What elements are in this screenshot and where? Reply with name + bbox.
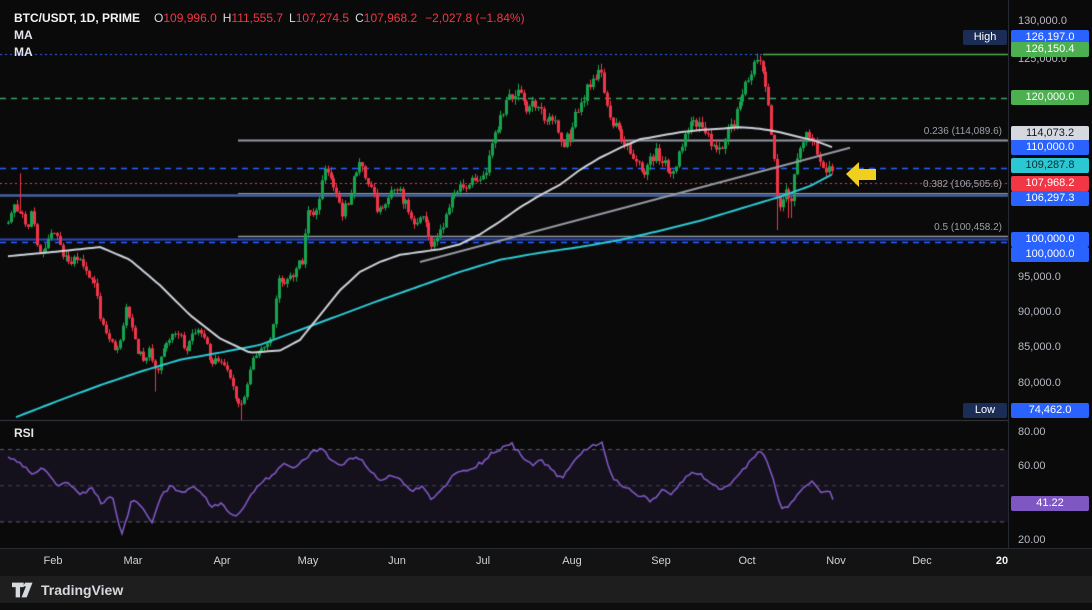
fib-level-label[interactable]: 0.5 (100,458.2) (934, 222, 1002, 233)
ohlc-field-c: C107,968.2 (355, 11, 418, 25)
ohlc-field-l: L107,274.5 (289, 11, 350, 25)
axis-tick: 85,000.0 (1018, 341, 1061, 353)
fib-level-label[interactable]: 0.236 (114,089.6) (923, 126, 1002, 137)
month-label-nov: Nov (826, 555, 846, 567)
axis-tick: 60.00 (1018, 460, 1046, 472)
price-axis[interactable]: 130,000.0 125,000.0 95,000.0 90,000.0 85,000… (1008, 0, 1092, 548)
tradingview-link[interactable]: TradingView (12, 582, 123, 598)
price-badge: 110,000.0 (1011, 139, 1089, 155)
time-axis[interactable]: Feb Mar Apr May Jun Jul Aug Sep Oct Nov Dec 20 (0, 548, 1092, 577)
axis-tick: 90,000.0 (1018, 306, 1061, 318)
axis-tick: 95,000.0 (1018, 271, 1061, 283)
price-badge: 100,000.0 (1011, 246, 1089, 262)
month-label-aug: Aug (562, 555, 582, 567)
price-badge: 126,150.4 (1011, 41, 1089, 57)
axis-tick: 130,000.0 (1018, 15, 1067, 27)
ma-indicator-label-2[interactable]: MA (14, 45, 33, 59)
left-arrow-icon (846, 162, 876, 187)
price-badge: 74,462.0 (1011, 402, 1089, 418)
high-tag: High (963, 29, 1007, 45)
price-badge: 41.22 (1011, 495, 1089, 511)
price-badge: 106,297.3 (1011, 190, 1089, 206)
price-badge: 126,197.0 (1011, 29, 1089, 45)
month-label-jun: Jun (388, 555, 406, 567)
ohlc-value-o: 109,996.0 (163, 11, 217, 25)
ohlc-values: O109,996.0 H111,555.7 L107,274.5 C107,968.2 (148, 11, 417, 25)
month-label-dec: Dec (912, 555, 932, 567)
ohlc-field-o: O109,996.0 (154, 11, 217, 25)
attribution-text: TradingView (41, 581, 124, 598)
month-label-may: May (297, 555, 319, 567)
month-label-mar: Mar (123, 555, 143, 567)
ma-indicator-label-1[interactable]: MA (14, 28, 33, 42)
axis-tick: 80.00 (1018, 426, 1046, 438)
ohlc-field-h: H111,555.7 (222, 11, 284, 25)
axis-tick: 80,000.0 (1018, 377, 1061, 389)
fib-level-label[interactable]: 0.382 (106,505.6) (923, 179, 1002, 190)
axis-tick: 20.00 (1018, 534, 1046, 546)
month-label-apr: Apr (213, 555, 231, 567)
ohlc-value-c: 107,968.2 (363, 11, 418, 25)
price-badge: 107,968.2 (1011, 175, 1089, 191)
low-tag: Low (963, 402, 1007, 418)
symbol-title[interactable]: BTC/USDT, 1D, PRIME (14, 11, 141, 25)
chart-canvas[interactable] (0, 0, 1092, 576)
month-label-sep: Sep (651, 555, 671, 567)
bottom-bar: TradingView (0, 576, 1092, 603)
ohlc-value-l: 107,274.5 (295, 11, 350, 25)
year-label: 20 (995, 555, 1009, 567)
price-badge: 109,287.8 (1011, 157, 1089, 173)
bottom-strip (0, 603, 1092, 610)
price-badge: 120,000.0 (1011, 89, 1089, 105)
month-label-feb: Feb (43, 555, 63, 567)
month-label-jul: Jul (475, 555, 491, 567)
rsi-indicator-label[interactable]: RSI (14, 426, 35, 440)
month-label-oct: Oct (738, 555, 756, 567)
change-value: −2,027.8 (−1.84%) (425, 11, 525, 25)
price-badge: 114,073.2 (1011, 125, 1089, 141)
ohlc-value-h: 111,555.7 (231, 11, 284, 25)
symbol-legend[interactable]: BTC/USDT, 1D, PRIME O109,996.0 H111,555.7 L… (14, 10, 525, 61)
tradingview-logo-icon (12, 582, 33, 597)
arrow-annotation[interactable] (846, 161, 876, 188)
price-badge: 100,000.0 (1011, 231, 1089, 247)
legend-row-main: BTC/USDT, 1D, PRIME O109,996.0 H111,555.7 L… (14, 10, 525, 27)
